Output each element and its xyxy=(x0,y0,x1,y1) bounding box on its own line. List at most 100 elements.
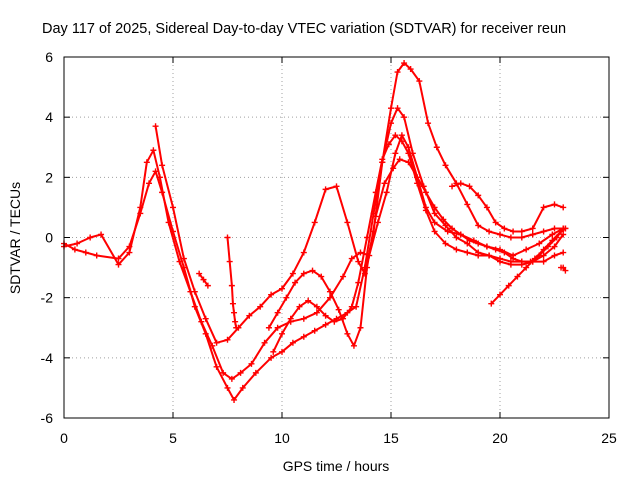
data-point xyxy=(268,291,275,298)
y-tick-label: -6 xyxy=(41,410,54,426)
data-point xyxy=(289,270,296,277)
data-point xyxy=(283,294,290,301)
data-point xyxy=(531,255,538,262)
data-point xyxy=(405,144,412,151)
data-point xyxy=(540,228,547,235)
data-point xyxy=(146,180,153,187)
series-line xyxy=(63,134,565,380)
data-point xyxy=(392,132,399,139)
y-tick-label: 2 xyxy=(45,169,53,185)
data-point xyxy=(355,258,362,265)
data-point xyxy=(497,291,503,298)
data-point xyxy=(87,234,94,241)
data-point xyxy=(518,228,525,235)
data-point xyxy=(422,189,429,196)
data-point xyxy=(231,309,238,316)
data-point xyxy=(248,360,255,367)
data-point xyxy=(237,369,244,376)
data-point xyxy=(379,156,386,163)
data-point xyxy=(292,279,299,286)
data-point xyxy=(364,234,371,241)
data-point xyxy=(364,264,371,271)
data-point xyxy=(274,324,281,331)
data-point xyxy=(287,315,294,322)
data-point xyxy=(357,249,364,256)
data-point xyxy=(231,396,238,403)
data-point xyxy=(551,225,558,232)
data-point xyxy=(431,228,438,235)
data-point xyxy=(457,231,464,238)
data-point xyxy=(268,354,275,361)
data-point xyxy=(488,300,495,307)
data-point xyxy=(279,285,285,292)
data-point xyxy=(396,156,403,163)
data-point xyxy=(357,324,364,331)
data-point xyxy=(229,300,236,307)
data-point xyxy=(431,204,438,211)
data-point xyxy=(115,255,122,262)
data-point xyxy=(551,243,558,250)
series-line xyxy=(490,227,567,305)
data-point xyxy=(239,384,246,391)
data-point xyxy=(562,267,569,274)
x-axis-label: GPS time / hours xyxy=(283,458,390,474)
data-point xyxy=(322,312,329,319)
data-point xyxy=(475,240,482,247)
data-point xyxy=(204,282,211,289)
series-track-8 xyxy=(224,234,240,331)
data-point xyxy=(326,288,333,295)
data-point xyxy=(442,162,449,169)
data-point xyxy=(296,303,303,310)
data-point xyxy=(213,339,220,346)
data-point xyxy=(137,204,144,211)
data-point xyxy=(115,261,122,268)
data-point xyxy=(355,279,362,286)
data-point xyxy=(536,240,543,247)
data-point xyxy=(224,336,231,343)
data-point xyxy=(170,204,176,211)
series-track-3 xyxy=(152,60,569,346)
data-point xyxy=(560,249,567,256)
data-point xyxy=(407,66,414,73)
data-point xyxy=(289,339,296,346)
data-point xyxy=(300,333,307,340)
y-tick-label: 0 xyxy=(45,230,53,246)
data-point xyxy=(549,231,556,238)
data-point xyxy=(510,255,517,262)
data-point xyxy=(226,258,233,265)
data-point xyxy=(464,201,471,208)
data-point xyxy=(300,315,307,322)
data-layer xyxy=(61,60,569,403)
data-point xyxy=(449,225,456,232)
data-point xyxy=(483,204,490,211)
data-point xyxy=(523,246,530,253)
data-point xyxy=(305,297,312,304)
data-point xyxy=(549,237,556,244)
y-tick-label: -2 xyxy=(41,290,54,306)
x-tick-label: 0 xyxy=(60,430,68,446)
y-tick-label: -4 xyxy=(41,350,54,366)
data-point xyxy=(529,225,536,232)
data-point xyxy=(560,204,567,211)
data-point xyxy=(270,348,277,355)
data-point xyxy=(442,240,449,247)
data-point xyxy=(392,150,399,157)
data-point xyxy=(213,363,220,370)
data-point xyxy=(228,282,235,289)
data-point xyxy=(510,228,517,235)
data-point xyxy=(224,384,231,391)
data-point xyxy=(374,219,381,226)
data-point xyxy=(497,255,503,262)
data-point xyxy=(150,147,157,154)
data-point xyxy=(501,225,508,232)
data-point xyxy=(318,273,325,280)
data-point xyxy=(562,225,569,232)
data-point xyxy=(191,288,198,295)
data-point xyxy=(228,375,235,382)
data-point xyxy=(394,69,401,76)
data-point xyxy=(311,327,318,334)
data-point xyxy=(507,234,514,241)
data-point xyxy=(233,324,240,331)
data-point xyxy=(449,183,456,190)
